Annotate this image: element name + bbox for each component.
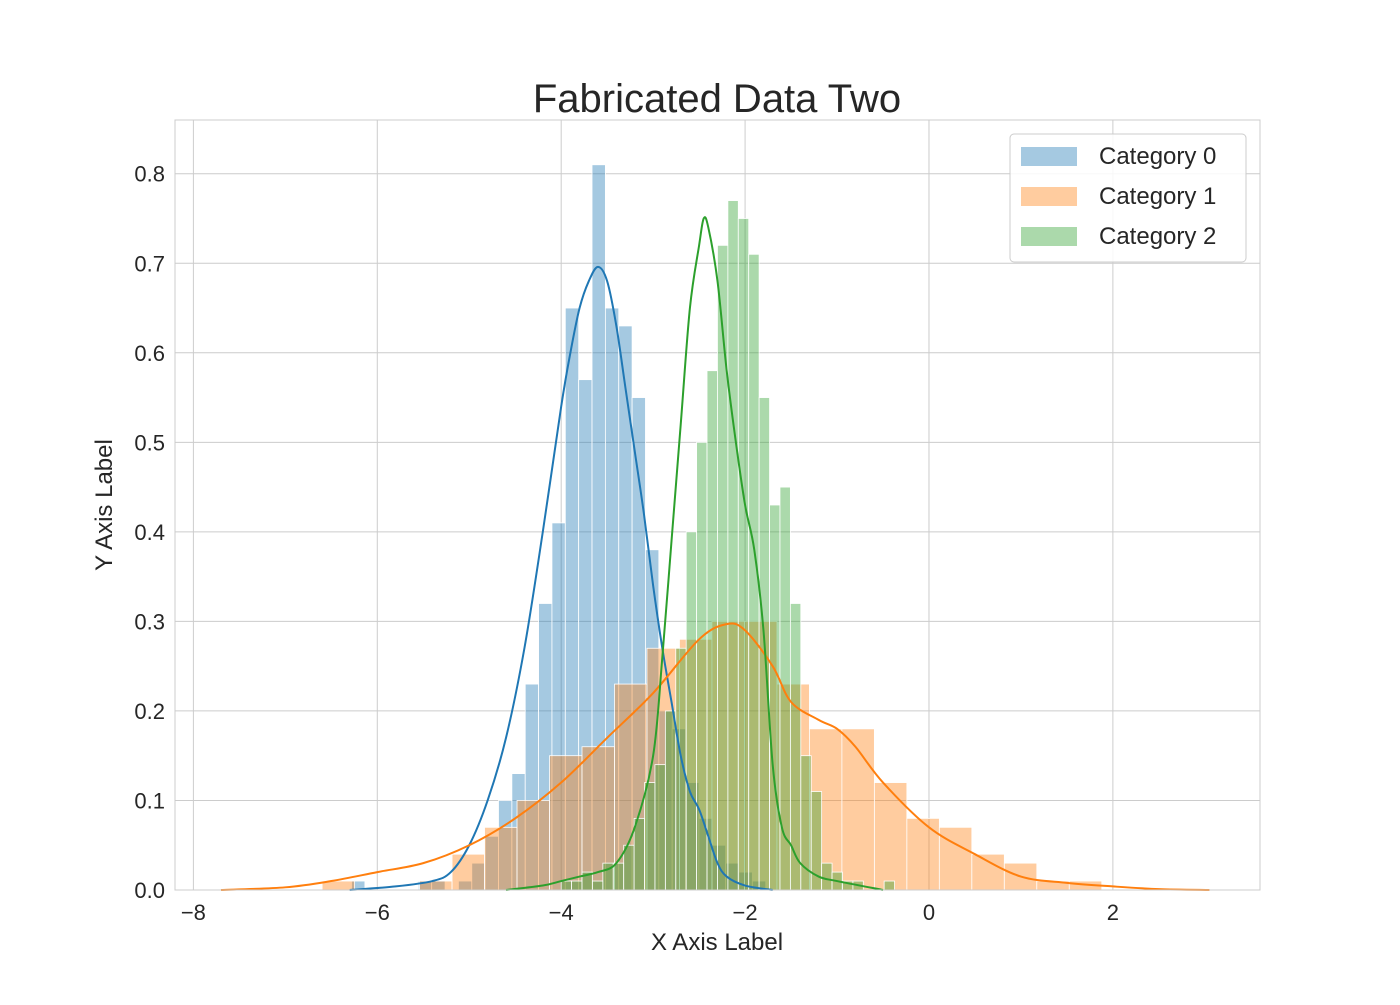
chart-title: Fabricated Data Two [533, 77, 901, 121]
y-tick-label: 0.5 [134, 430, 165, 455]
histogram-bar [560, 880, 573, 891]
histogram-bar [633, 817, 645, 891]
y-tick-label: 0.6 [134, 341, 165, 366]
histogram-bar [623, 844, 635, 891]
legend-box [1009, 133, 1247, 263]
kde-curves [220, 216, 1210, 891]
histogram-bar [581, 746, 615, 891]
histogram-bar [612, 862, 625, 891]
histogram-bar [654, 764, 666, 891]
x-tick-label: −2 [733, 900, 758, 925]
histogram-bar [679, 638, 713, 891]
y-axis-label: Y Axis Label [91, 439, 118, 571]
histogram-bar [484, 826, 518, 891]
histogram-bar [549, 755, 583, 891]
histogram-bar [696, 441, 708, 891]
legend-swatch-category-1 [1021, 187, 1077, 206]
legend-swatch-category-0 [1021, 147, 1077, 166]
histogram-bar [451, 853, 485, 891]
histogram-bar [664, 710, 677, 891]
plot-frame [174, 119, 1261, 891]
histogram-bar [906, 817, 940, 891]
histogram-bar [769, 504, 781, 891]
histogram-bar [971, 853, 1005, 891]
y-tick-label: 0.7 [134, 251, 165, 276]
x-tick-label: −8 [181, 900, 206, 925]
histogram-bar [646, 647, 680, 891]
kde-curve [220, 622, 1210, 891]
histogram-bar [873, 782, 908, 891]
y-tick-label: 0.8 [134, 162, 165, 187]
histogram-bar [717, 244, 729, 891]
x-axis-label: X Axis Label [651, 929, 783, 956]
histogram-bar [737, 218, 750, 891]
x-tick-label: −4 [549, 900, 574, 925]
y-tick-labels: 0.0 0.1 0.2 0.3 0.4 0.5 0.6 0.7 0.8 [134, 162, 165, 903]
histogram-bar [614, 683, 648, 891]
y-tick-label: 0.0 [134, 878, 165, 903]
histogram-bar [516, 800, 550, 891]
histogram-bar [841, 728, 875, 891]
histogram-bar [821, 862, 833, 891]
histogram-bar [644, 782, 656, 891]
y-tick-label: 0.4 [134, 520, 165, 545]
kde-curve [505, 216, 884, 891]
legend-label-category-1: Category 1 [1099, 183, 1216, 210]
histogram-bar [883, 880, 895, 891]
x-tick-label: 2 [1107, 900, 1119, 925]
x-tick-labels: −8 −6 −4 −2 0 2 [181, 900, 1119, 925]
x-tick-label: −6 [365, 900, 390, 925]
kde-curve [349, 265, 773, 891]
y-tick-label: 0.3 [134, 609, 165, 634]
y-tick-label: 0.1 [134, 788, 165, 813]
y-tick-label: 0.2 [134, 699, 165, 724]
histogram-bar [727, 200, 739, 891]
histogram-bar [685, 531, 698, 891]
histogram-bar [571, 880, 583, 891]
legend-swatch-category-2 [1021, 227, 1077, 246]
histogram-bar [592, 880, 604, 891]
histogram-bars [321, 164, 1103, 891]
legend-label-category-0: Category 0 [1099, 143, 1216, 170]
legend: Category 0 Category 1 Category 2 [1009, 133, 1247, 263]
x-tick-label: 0 [923, 900, 935, 925]
legend-label-category-2: Category 2 [1099, 223, 1216, 250]
